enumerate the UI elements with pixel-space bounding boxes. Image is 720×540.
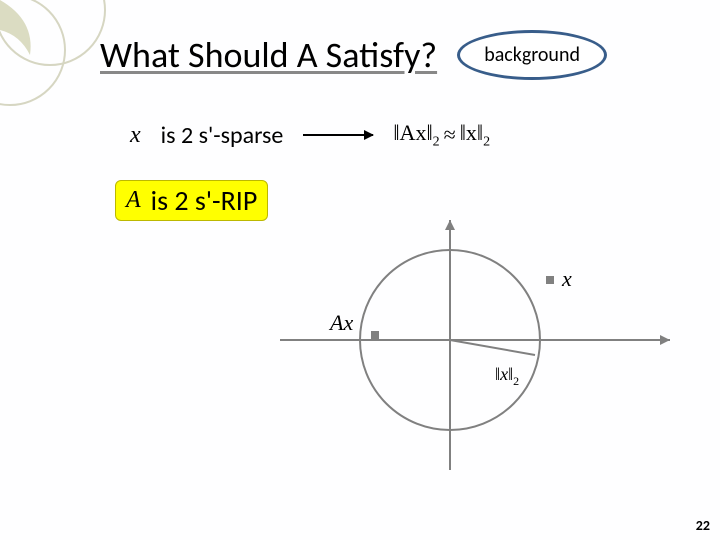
page-title: What Should A Satisfy? <box>100 33 437 77</box>
svg-text:Ax: Ax <box>328 310 353 335</box>
badge-label: background <box>484 43 580 67</box>
svg-text:x: x <box>561 266 572 291</box>
axes-diagram: x Ax ‖x‖2 <box>270 210 690 490</box>
page-number: 22 <box>696 517 710 534</box>
sparse-text: is 2 s'-sparse <box>161 121 284 150</box>
background-badge: background <box>457 30 607 80</box>
approx-expr: ‖Ax‖2 ≈ ‖x‖2 <box>393 120 490 150</box>
var-x: x <box>130 122 141 149</box>
rip-text: is 2 s'-RIP <box>151 183 258 218</box>
svg-text:‖x‖2: ‖x‖2 <box>495 364 519 388</box>
var-a: A <box>126 187 141 214</box>
arrow-icon <box>303 134 373 136</box>
sparse-line: x is 2 s'-sparse ‖Ax‖2 ≈ ‖x‖2 <box>130 120 490 150</box>
rip-highlight: A is 2 s'-RIP <box>115 180 268 221</box>
